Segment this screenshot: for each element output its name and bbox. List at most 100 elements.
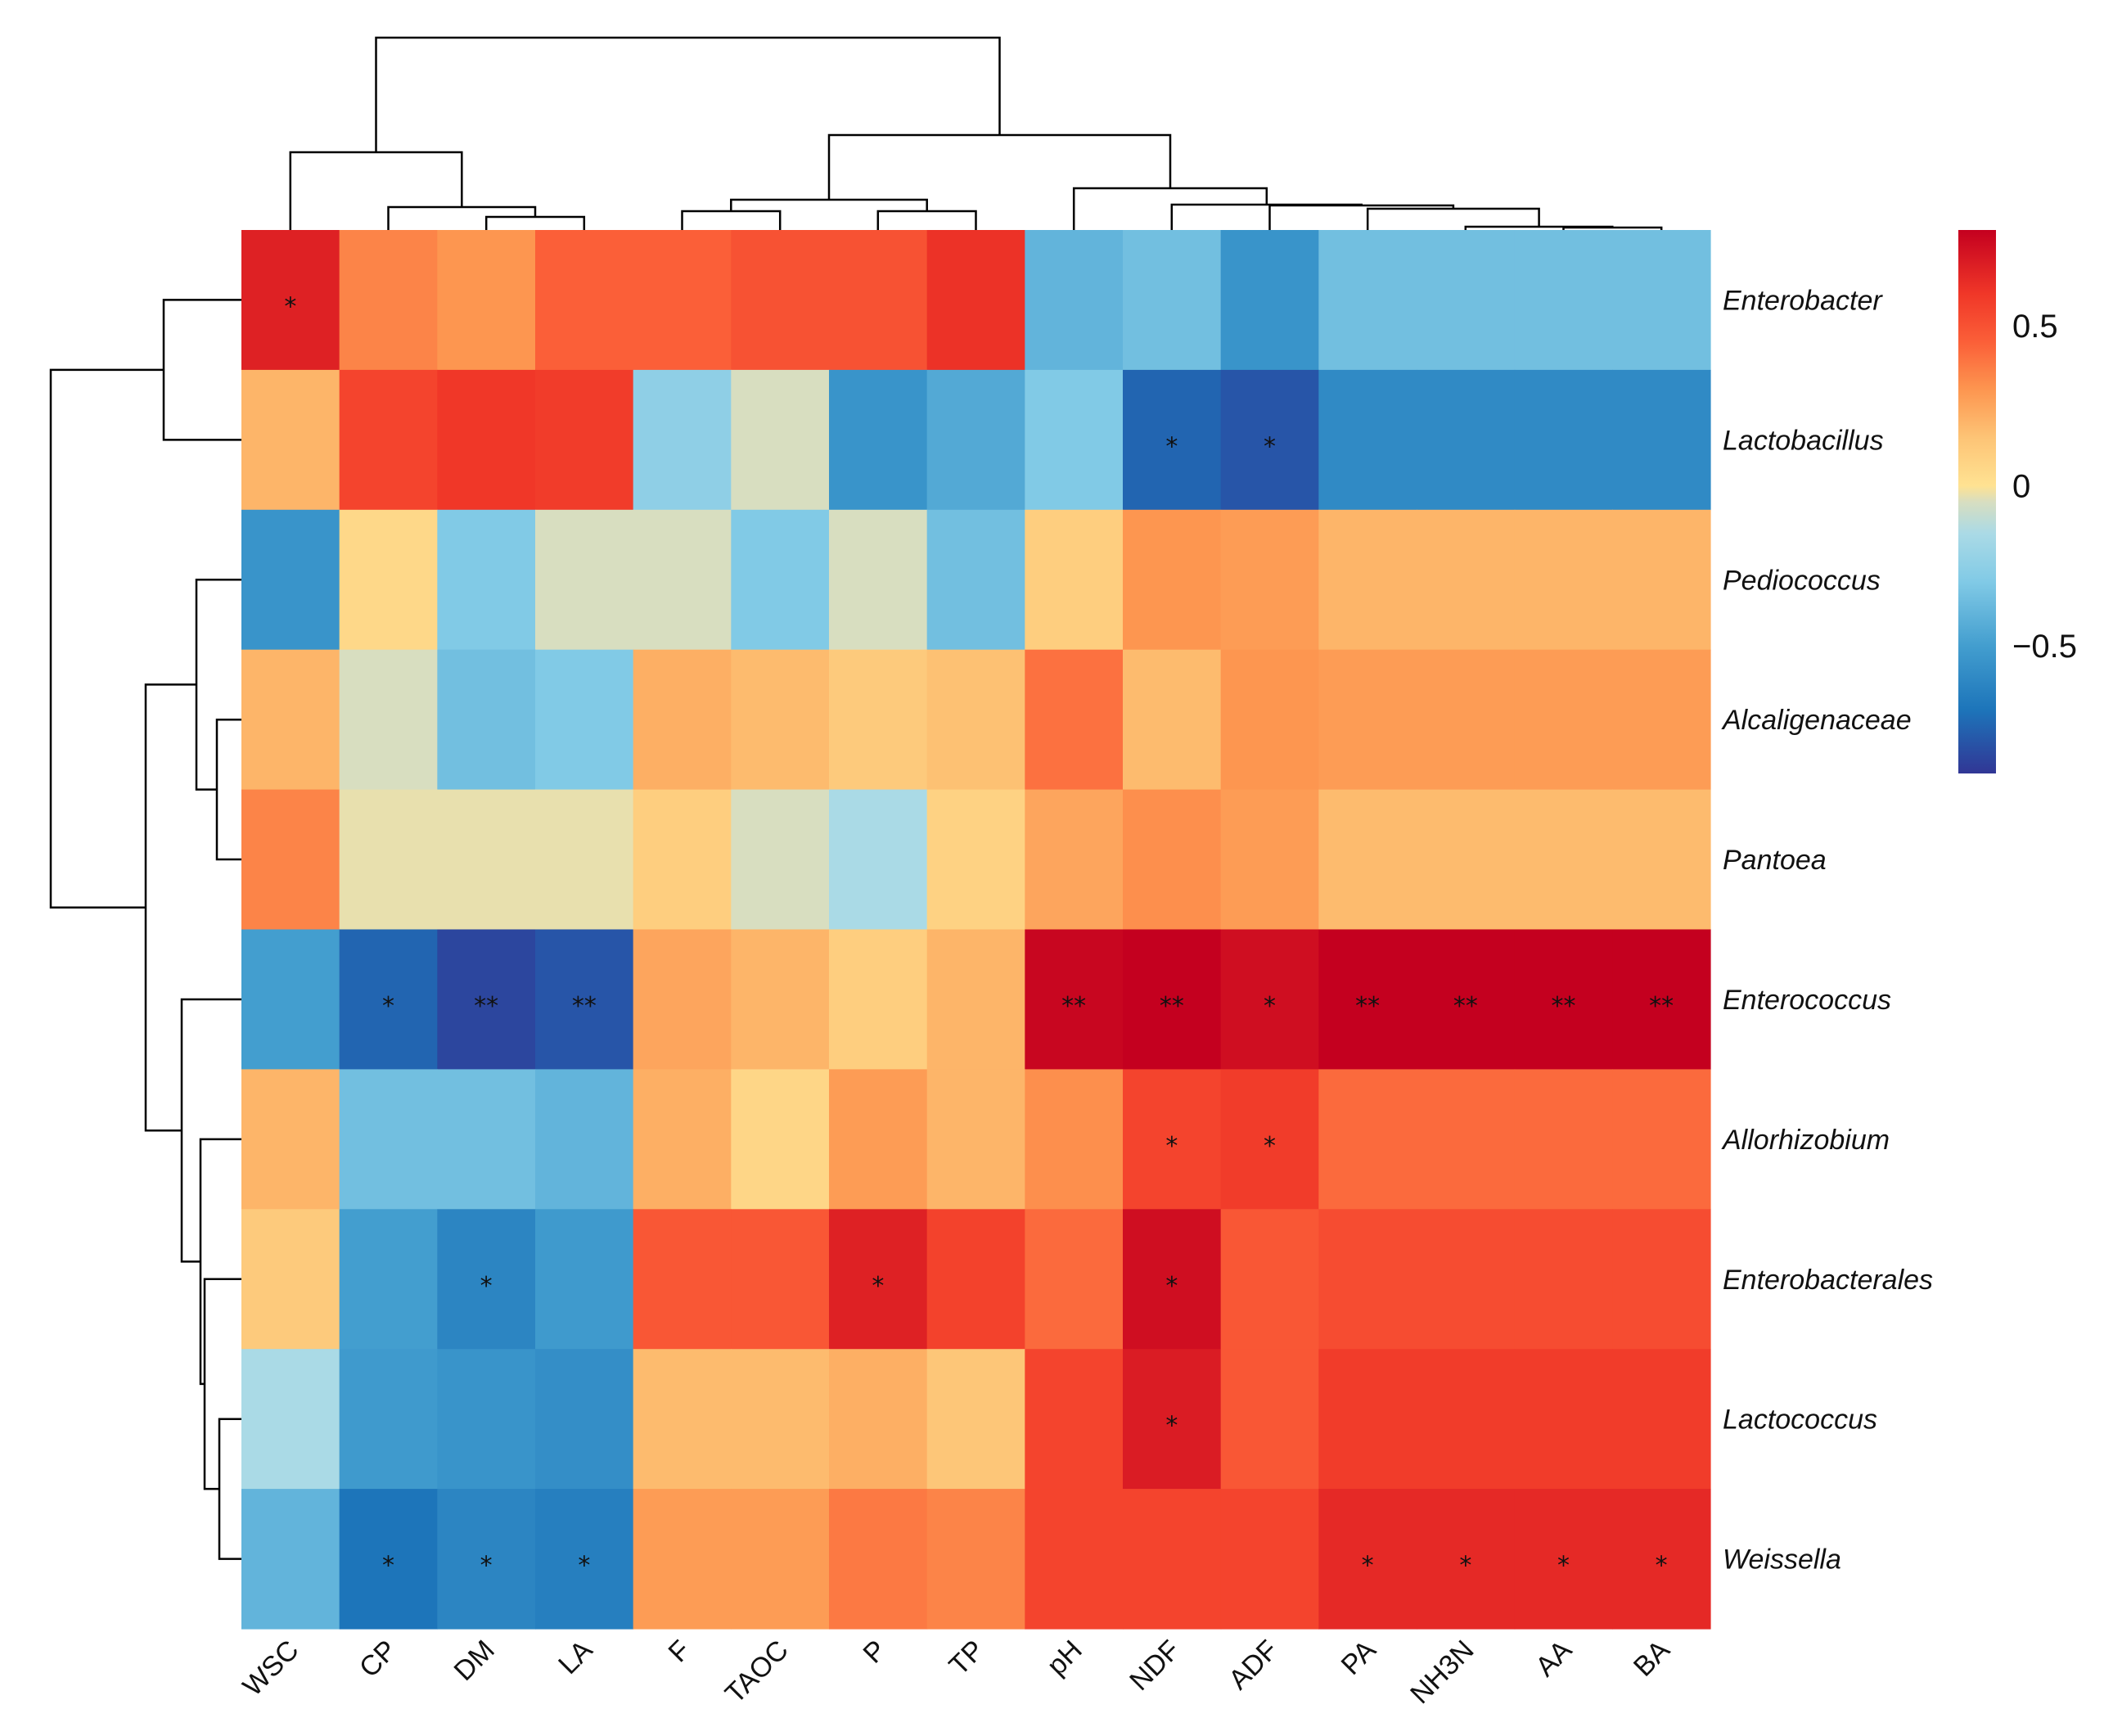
- heatmap-cell: [1025, 789, 1124, 931]
- heatmap-cell: [1514, 1069, 1613, 1210]
- heatmap-cell: [1612, 509, 1711, 651]
- heatmap-cell: [633, 509, 732, 651]
- heatmap-cell: [829, 789, 928, 931]
- heatmap-cell: [241, 1349, 340, 1490]
- heatmap-cell: [829, 230, 928, 371]
- heatmap-cell: [731, 230, 830, 371]
- heatmap-cell: [535, 1209, 634, 1350]
- row-label: Pediococcus: [1723, 565, 1881, 596]
- heatmap-cell: [829, 1489, 928, 1630]
- row-label: Enterobacter: [1723, 285, 1883, 316]
- heatmap-cell: [1025, 929, 1124, 1070]
- significance-mark: **: [1552, 992, 1576, 1021]
- heatmap-cell: [926, 649, 1025, 791]
- significance-mark: *: [1362, 1552, 1374, 1580]
- heatmap-cell: [437, 230, 536, 371]
- heatmap-cell: [437, 929, 536, 1070]
- column-label: PA: [1336, 1635, 1382, 1681]
- heatmap-cell: [1417, 509, 1516, 651]
- heatmap-cell: [1123, 230, 1222, 371]
- heatmap-cell: [241, 509, 340, 651]
- heatmap-cell: [339, 230, 438, 371]
- heatmap-cell: [1417, 369, 1516, 511]
- row-dendrogram: [49, 299, 241, 1560]
- heatmap-cell: [633, 649, 732, 791]
- dendrogram-branch: [218, 1418, 241, 1560]
- heatmap-cell: [339, 649, 438, 791]
- column-label: TAOC: [719, 1635, 795, 1710]
- heatmap-cell: [339, 1349, 438, 1490]
- heatmap-cell: [829, 509, 928, 651]
- heatmap-cell: [731, 1349, 830, 1490]
- dendrogram-branch: [876, 210, 977, 230]
- row-labels: Enterobacter Lactobacillus Pediococcus Alca…: [1721, 285, 1933, 1575]
- heatmap-cell: [731, 929, 830, 1070]
- heatmap-cell: [1123, 789, 1222, 931]
- dendrogram-branch: [215, 718, 241, 861]
- significance-mark: **: [1160, 992, 1184, 1021]
- significance-mark: **: [572, 992, 597, 1021]
- heatmap-cell: [1318, 1489, 1417, 1630]
- significance-mark: *: [1165, 432, 1178, 461]
- heatmap-cell: [731, 369, 830, 511]
- row-label: Enterococcus: [1723, 985, 1891, 1016]
- heatmap-cell: [535, 929, 634, 1070]
- heatmap-cell: [731, 1209, 830, 1350]
- heatmap-cell: [241, 929, 340, 1070]
- heatmap-cell: [1417, 929, 1516, 1070]
- dendrogram-branch: [195, 579, 241, 791]
- heatmap-cell: [1417, 1069, 1516, 1210]
- heatmap-cell: [535, 1489, 634, 1630]
- heatmap-cell: [1514, 1489, 1613, 1630]
- significance-mark: *: [1165, 1132, 1178, 1161]
- column-label: TP: [944, 1635, 991, 1682]
- heatmap-cell: [1417, 1349, 1516, 1490]
- significance-mark: *: [1264, 992, 1276, 1021]
- significance-mark: *: [1264, 1132, 1276, 1161]
- heatmap-cell: [1220, 230, 1319, 371]
- significance-mark: *: [1656, 1552, 1668, 1580]
- heatmap-cell: [926, 929, 1025, 1070]
- heatmap-cell: [731, 1069, 830, 1210]
- significance-mark: *: [284, 292, 296, 321]
- heatmap-cell: [1612, 649, 1711, 791]
- dendrogram-branch: [162, 299, 241, 441]
- heatmap-cell: [1612, 1489, 1711, 1630]
- heatmap-cell: [535, 509, 634, 651]
- heatmap-cell: [241, 1209, 340, 1350]
- heatmap-cell: [633, 789, 732, 931]
- significance-mark: **: [1061, 992, 1086, 1021]
- heatmap-cell: [926, 1209, 1025, 1350]
- row-label: Lactobacillus: [1723, 425, 1884, 456]
- column-label: NH3N: [1404, 1635, 1480, 1710]
- column-label: NDF: [1124, 1635, 1186, 1697]
- heatmap-cell: [633, 1209, 732, 1350]
- heatmap-cell: [829, 649, 928, 791]
- legend-tick-label: 0: [2012, 468, 2030, 504]
- column-labels: WSC CP DM LA F TAOC P TP pH NDF ADF PA NH3N AA BA: [237, 1635, 1677, 1711]
- heatmap-cell: [1318, 789, 1417, 931]
- heatmap-cell: [437, 789, 536, 931]
- heatmap-cell: [1025, 230, 1124, 371]
- heatmap-cell: [926, 1349, 1025, 1490]
- heatmap-cell: [437, 649, 536, 791]
- heatmap-cell: [1123, 929, 1222, 1070]
- heatmap-cell: [633, 929, 732, 1070]
- significance-mark: *: [578, 1552, 590, 1580]
- heatmap-cell: [1025, 369, 1124, 511]
- heatmap-cell: [241, 1069, 340, 1210]
- heatmap-cell: [1220, 1209, 1319, 1350]
- column-label: WSC: [237, 1635, 305, 1702]
- dendrogram-branch: [180, 998, 241, 1263]
- heatmap-cell: [241, 369, 340, 511]
- heatmap-cell: [1612, 1069, 1711, 1210]
- heatmap-cell: [633, 230, 732, 371]
- dendrogram-branch: [730, 198, 928, 211]
- heatmap-cell: [731, 1489, 830, 1630]
- heatmap-cell: [1417, 1209, 1516, 1350]
- heatmap-cell: [1514, 509, 1613, 651]
- column-label: DM: [448, 1635, 501, 1687]
- heatmap-cell: [241, 1489, 340, 1630]
- heatmap-cell: [1220, 1349, 1319, 1490]
